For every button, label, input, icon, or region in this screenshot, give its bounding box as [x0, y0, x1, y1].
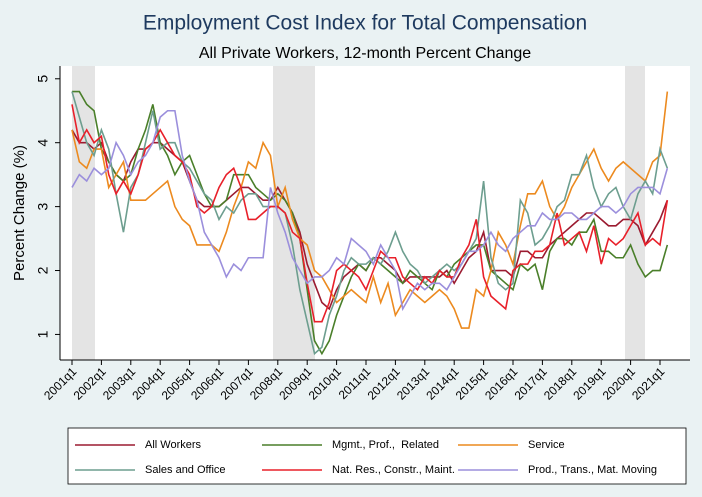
series-line [71, 109, 669, 312]
series-line [71, 104, 669, 323]
y-tick-label: 1 [35, 330, 51, 338]
series-line [71, 91, 669, 329]
recession-band [72, 66, 95, 360]
legend-label: Service [528, 439, 565, 451]
legend [67, 427, 687, 485]
legend-label: All Workers [145, 439, 202, 451]
legend-label: Sales and Office [145, 464, 226, 476]
legend-label: Mgmt., Prof., Related [332, 439, 439, 451]
chart-subtitle: All Private Workers, 12-month Percent Ch… [199, 45, 531, 62]
y-tick-label: 3 [35, 203, 51, 211]
chart-title: Employment Cost Index for Total Compensa… [143, 12, 587, 35]
recession-band [273, 66, 315, 360]
legend-label: Prod., Trans., Mat. Moving [528, 464, 657, 476]
y-tick-label: 5 [35, 75, 51, 83]
y-tick-label: 2 [35, 266, 51, 274]
series-line [71, 91, 669, 356]
y-tick-label: 4 [35, 139, 51, 147]
legend-label: Nat. Res., Constr., Maint. [332, 464, 455, 476]
plot-area [60, 66, 690, 360]
recession-band [625, 66, 645, 360]
y-axis-title: Percent Change (%) [11, 145, 28, 281]
